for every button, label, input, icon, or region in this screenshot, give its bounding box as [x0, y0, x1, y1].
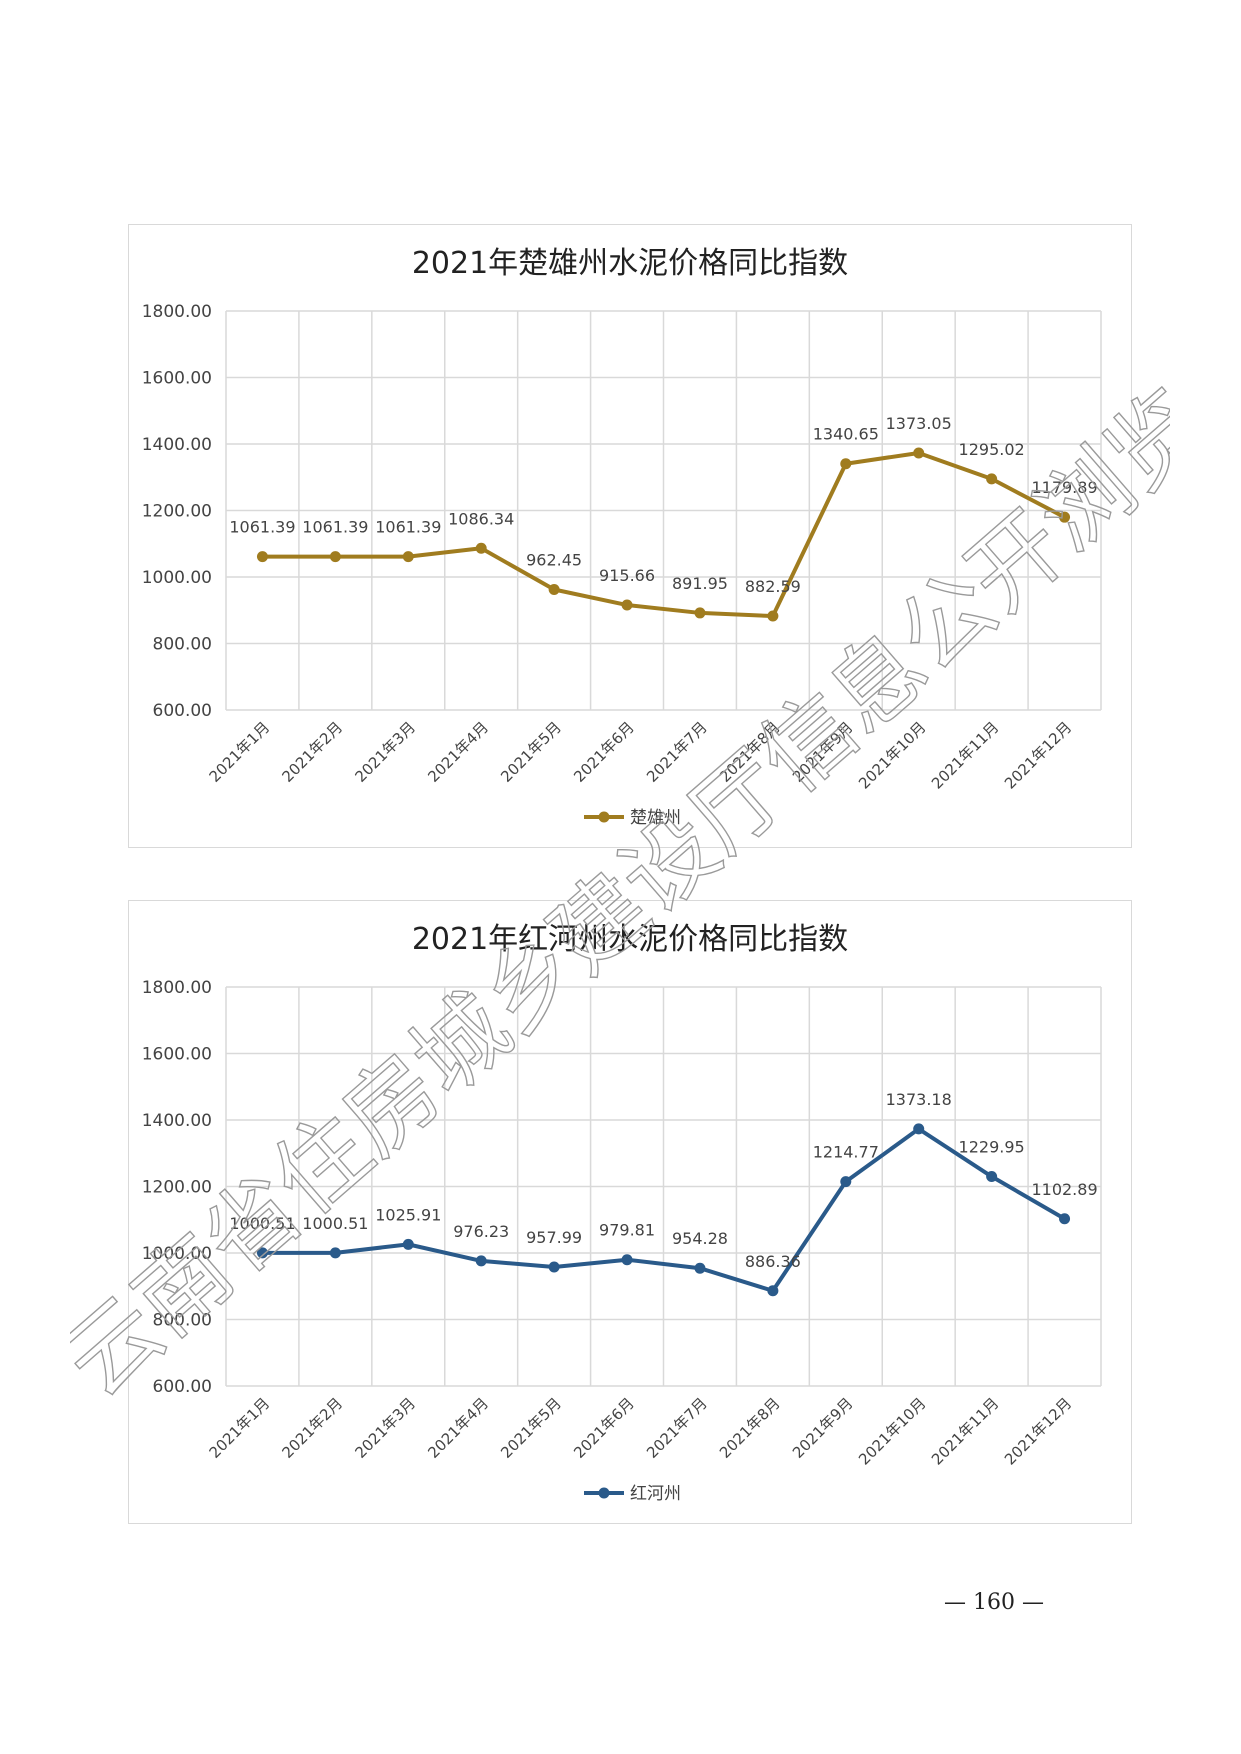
- y-tick-label: 1000.00: [142, 1244, 212, 1264]
- x-tick-label: 2021年10月: [855, 718, 929, 792]
- y-tick-label: 1800.00: [142, 978, 212, 998]
- y-tick-label: 1800.00: [142, 302, 212, 322]
- x-tick-label: 2021年12月: [1001, 1394, 1075, 1468]
- data-label: 1061.39: [302, 518, 368, 537]
- data-label: 1025.91: [375, 1205, 441, 1224]
- x-tick-label: 2021年8月: [716, 718, 784, 786]
- x-tick-label: 2021年12月: [1001, 718, 1075, 792]
- y-tick-label: 1400.00: [142, 435, 212, 455]
- x-tick-label: 2021年4月: [424, 718, 492, 786]
- y-tick-label: 1600.00: [142, 369, 212, 389]
- data-point: [548, 583, 560, 595]
- x-tick-label: 2021年2月: [279, 1394, 347, 1462]
- data-point: [767, 1285, 779, 1297]
- x-tick-label: 2021年4月: [424, 1394, 492, 1462]
- y-tick-label: 600.00: [153, 1377, 212, 1397]
- y-tick-label: 1000.00: [142, 568, 212, 588]
- data-label: 1340.65: [813, 425, 879, 444]
- data-point: [694, 607, 706, 619]
- data-label: 886.36: [745, 1252, 801, 1271]
- data-point: [767, 610, 779, 622]
- x-tick-label: 2021年7月: [643, 718, 711, 786]
- x-tick-label: 2021年10月: [855, 1394, 929, 1468]
- x-tick-label: 2021年6月: [570, 1394, 638, 1462]
- data-label: 954.28: [672, 1229, 728, 1248]
- data-point: [1059, 1213, 1071, 1225]
- y-tick-label: 800.00: [153, 1311, 212, 1331]
- data-point: [621, 1254, 633, 1266]
- data-label: 1061.39: [375, 518, 441, 537]
- data-point: [329, 551, 341, 563]
- x-tick-label: 2021年8月: [716, 1394, 784, 1462]
- chart-svg-honghe: 2021年红河州水泥价格同比指数 600.00 800.00 1000.00 1200.…: [142, 922, 1102, 1504]
- data-label: 1295.02: [959, 440, 1025, 459]
- data-point: [256, 551, 268, 563]
- data-label: 976.23: [453, 1222, 509, 1241]
- x-tick-label: 2021年7月: [643, 1394, 711, 1462]
- data-label: 1373.18: [886, 1090, 952, 1109]
- data-label: 882.59: [745, 577, 801, 596]
- chart-svg-chuxiong: 2021年楚雄州水泥价格同比指数 600.00 800.00 1000.00 1200.…: [142, 246, 1102, 828]
- data-label: 979.81: [599, 1221, 655, 1240]
- data-point: [329, 1247, 341, 1259]
- data-label: 915.66: [599, 566, 655, 585]
- legend-marker: [598, 811, 610, 823]
- x-tick-label: 2021年3月: [351, 718, 419, 786]
- x-tick-label: 2021年11月: [928, 718, 1002, 792]
- data-point: [840, 458, 852, 470]
- data-point: [694, 1262, 706, 1274]
- data-point: [402, 1238, 414, 1250]
- data-point: [548, 1261, 560, 1273]
- data-label: 891.95: [672, 574, 728, 593]
- y-tick-label: 800.00: [153, 635, 212, 655]
- y-tick-label: 1200.00: [142, 1178, 212, 1198]
- data-point: [986, 473, 998, 485]
- chart-panel-honghe: 2021年红河州水泥价格同比指数 600.00 800.00 1000.00 1200.…: [128, 900, 1132, 1524]
- data-point: [256, 1247, 268, 1259]
- data-point: [840, 1176, 852, 1188]
- data-label: 962.45: [526, 550, 582, 569]
- x-tick-label: 2021年1月: [206, 718, 274, 786]
- data-label: 1179.89: [1031, 478, 1097, 497]
- data-label: 1061.39: [229, 518, 295, 537]
- data-point: [475, 542, 487, 554]
- data-point: [1059, 511, 1071, 523]
- page-number: — 160 —: [944, 1590, 1044, 1615]
- legend-label: 楚雄州: [630, 808, 681, 828]
- data-point: [913, 1123, 925, 1135]
- chart-title: 2021年楚雄州水泥价格同比指数: [412, 246, 848, 281]
- data-label: 1373.05: [886, 414, 952, 433]
- data-label: 957.99: [526, 1228, 582, 1247]
- data-point: [986, 1171, 998, 1183]
- data-label: 1000.51: [229, 1214, 295, 1233]
- series-line: [262, 1126, 1066, 1293]
- legend-label: 红河州: [630, 1484, 681, 1504]
- x-tick-label: 2021年9月: [789, 1394, 857, 1462]
- data-point: [913, 447, 925, 459]
- chart-panel-chuxiong: 2021年楚雄州水泥价格同比指数 600.00 800.00 1000.00 1200.…: [128, 224, 1132, 848]
- chart-title: 2021年红河州水泥价格同比指数: [412, 922, 848, 957]
- data-label: 1086.34: [448, 509, 514, 528]
- y-tick-label: 1600.00: [142, 1045, 212, 1065]
- x-tick-label: 2021年3月: [351, 1394, 419, 1462]
- y-tick-label: 1200.00: [142, 502, 212, 522]
- data-label: 1102.89: [1031, 1180, 1097, 1199]
- x-tick-label: 2021年9月: [789, 718, 857, 786]
- data-label: 1229.95: [959, 1138, 1025, 1157]
- data-point: [475, 1255, 487, 1267]
- data-label: 1000.51: [302, 1214, 368, 1233]
- x-tick-label: 2021年6月: [570, 718, 638, 786]
- y-tick-label: 600.00: [153, 701, 212, 721]
- data-point: [621, 599, 633, 611]
- legend-marker: [598, 1487, 610, 1499]
- x-tick-label: 2021年11月: [928, 1394, 1002, 1468]
- y-tick-label: 1400.00: [142, 1111, 212, 1131]
- data-point: [402, 551, 414, 563]
- x-tick-label: 2021年2月: [279, 718, 347, 786]
- x-tick-label: 2021年5月: [497, 718, 565, 786]
- series-line: [262, 450, 1066, 619]
- x-tick-label: 2021年5月: [497, 1394, 565, 1462]
- data-label: 1214.77: [813, 1143, 879, 1162]
- x-tick-label: 2021年1月: [206, 1394, 274, 1462]
